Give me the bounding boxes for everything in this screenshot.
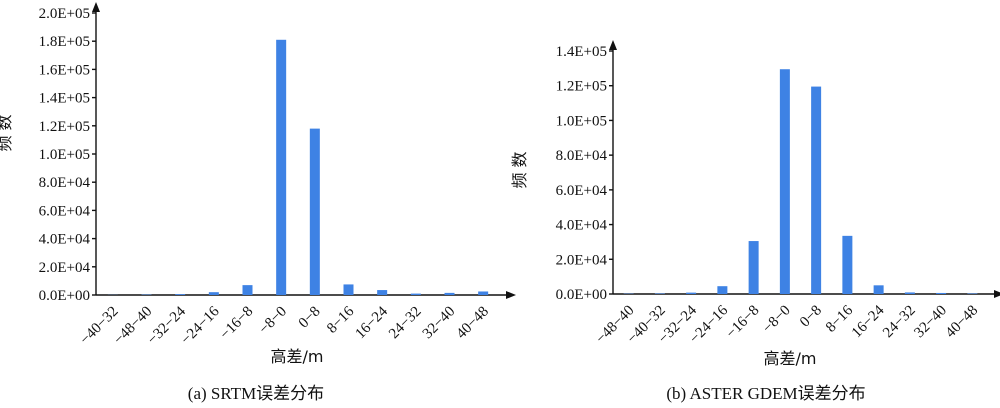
bar <box>242 285 253 295</box>
y-axis-arrow <box>609 40 617 50</box>
y-tick-label: 1.2E+05 <box>39 119 90 135</box>
x-tick-label: 32−40 <box>420 304 459 343</box>
chart-caption: (a) SRTM误差分布 <box>188 384 324 403</box>
y-tick-label: 6.0E+04 <box>556 183 608 199</box>
chart-panel-b: (b) ASTER GDEM误差分布 高差/m 频 数 0.0E+00 2.0E+… <box>510 40 1000 403</box>
y-tick-label: 1.8E+05 <box>39 34 90 50</box>
x-tick-label: 16−24 <box>352 303 391 342</box>
bar <box>779 69 790 294</box>
y-tick-label: 4.0E+04 <box>556 218 608 234</box>
x-axis-arrow <box>506 291 516 299</box>
x-tick-label: −16−8 <box>217 304 256 343</box>
y-tick-label: 1.2E+05 <box>556 79 607 95</box>
x-tick-label: 40−48 <box>943 303 982 342</box>
bar <box>175 294 186 295</box>
bar <box>967 293 978 294</box>
x-tick-label: 0−8 <box>797 303 825 331</box>
bar <box>936 292 947 294</box>
x-axis-title: 高差/m <box>764 349 817 368</box>
bar <box>686 292 697 294</box>
bar <box>444 292 455 295</box>
y-tick-label: 4.0E+04 <box>39 232 91 248</box>
x-tick-label: −16−8 <box>723 303 762 342</box>
x-axis-arrow <box>994 290 1000 298</box>
chart-panel-a: (a) SRTM误差分布 高差/m 频 数 0.0E+00 2.0E+04 4.0E… <box>0 2 516 403</box>
y-tick-label: 2.0E+04 <box>39 260 91 276</box>
x-tick-label: −8−0 <box>256 304 290 338</box>
chart-caption: (b) ASTER GDEM误差分布 <box>666 384 865 403</box>
y-axis-arrow <box>92 2 100 12</box>
bar <box>377 290 388 295</box>
x-tick-label: 16−24 <box>849 302 888 341</box>
y-tick-label: 1.0E+05 <box>556 113 607 129</box>
y-tick-label: 0.0E+00 <box>39 288 90 304</box>
y-tick-label: 0.0E+00 <box>556 287 607 303</box>
bar <box>343 284 354 295</box>
y-tick-label: 2.0E+05 <box>39 6 90 22</box>
x-tick-label: −8−0 <box>760 303 794 337</box>
y-axis-title: 频 数 <box>0 114 14 151</box>
y-tick-label: 1.6E+05 <box>39 62 90 78</box>
x-axis-title: 高差/m <box>271 347 324 366</box>
bar <box>478 291 489 295</box>
bar <box>811 86 822 294</box>
x-tick-label: 24−32 <box>880 303 919 342</box>
x-tick-label: −24−16 <box>178 303 223 348</box>
y-axis-title: 频 数 <box>510 151 529 188</box>
bar <box>654 293 665 294</box>
bar <box>276 39 287 295</box>
bar <box>208 292 219 295</box>
x-tick-label: 32−40 <box>911 303 950 342</box>
bar <box>410 293 421 295</box>
x-tick-label: 24−32 <box>386 304 425 343</box>
y-tick-label: 1.4E+05 <box>39 91 90 107</box>
bar <box>309 128 320 295</box>
y-tick-label: 8.0E+04 <box>556 148 608 164</box>
y-tick-label: 1.0E+05 <box>39 147 90 163</box>
y-tick-label: 8.0E+04 <box>39 175 91 191</box>
y-tick-label: 2.0E+04 <box>556 252 608 268</box>
bar <box>904 292 915 294</box>
x-tick-label: 40−48 <box>453 304 492 343</box>
bar <box>873 285 884 294</box>
x-tick-label: 0−8 <box>296 304 324 332</box>
y-tick-label: 1.4E+05 <box>556 44 607 60</box>
bar <box>842 235 853 294</box>
bar <box>717 286 728 294</box>
y-tick-label: 6.0E+04 <box>39 203 91 219</box>
bar <box>748 241 759 294</box>
